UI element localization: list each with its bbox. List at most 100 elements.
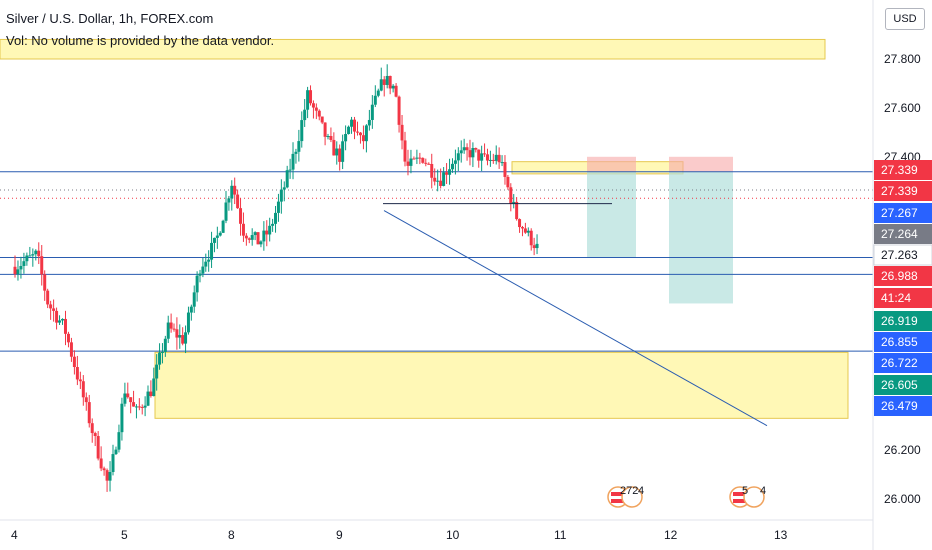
candle-body <box>397 96 401 125</box>
candle <box>332 132 336 156</box>
candle <box>477 149 481 168</box>
candle-body <box>439 180 443 186</box>
candle-body <box>276 201 280 213</box>
flag-stripe <box>733 499 747 503</box>
candle <box>433 168 437 186</box>
candle <box>376 88 380 98</box>
candle <box>175 317 179 350</box>
candle-body <box>448 169 452 175</box>
candles <box>13 64 539 492</box>
candle <box>309 85 313 106</box>
x-tick-label: 4 <box>11 528 18 542</box>
candle-body <box>515 201 519 220</box>
candle <box>143 396 147 417</box>
candle-body <box>69 342 73 357</box>
position-risk-0 <box>587 156 636 172</box>
candle-body <box>335 148 339 156</box>
price-badge-2: 27.267 <box>874 203 932 223</box>
candle <box>132 390 136 407</box>
candle-body <box>450 163 454 170</box>
candle-body <box>189 306 193 313</box>
candle <box>415 149 419 164</box>
candle <box>294 148 298 164</box>
candle <box>31 248 35 267</box>
candle-body <box>37 250 41 257</box>
candle-body <box>166 322 170 339</box>
candle-body <box>230 185 234 199</box>
candle-body <box>385 75 389 85</box>
candle-body <box>491 159 495 161</box>
candle-body <box>34 250 38 255</box>
badge-label: 27.263 <box>881 248 918 262</box>
candle-body <box>271 223 275 226</box>
candle-body <box>210 242 214 260</box>
candle <box>102 466 106 476</box>
currency-button[interactable]: USD <box>885 8 925 30</box>
candle-body <box>265 230 269 235</box>
candle <box>105 468 109 492</box>
candle <box>227 195 231 211</box>
candle-body <box>132 402 136 407</box>
candle-body <box>394 85 398 97</box>
candle <box>262 221 266 251</box>
candle <box>210 231 214 268</box>
candle-body <box>28 255 32 257</box>
candle <box>418 152 422 165</box>
x-tick-label: 5 <box>121 528 128 542</box>
candle-body <box>462 147 466 151</box>
price-badge-9: 26.722 <box>874 353 932 373</box>
candle <box>297 129 301 162</box>
badge-label: 27.339 <box>881 184 918 198</box>
candle-body <box>406 161 410 166</box>
candle-body <box>78 379 82 382</box>
y-tick-label: 26.000 <box>884 492 921 506</box>
zone-0 <box>0 38 826 60</box>
candle <box>442 167 446 187</box>
candle <box>149 380 153 398</box>
candle <box>259 240 263 248</box>
candle-body <box>309 90 313 104</box>
event-marker-0: 272 4 <box>607 485 644 508</box>
candle-body <box>306 90 310 110</box>
price-badge-7: 26.919 <box>874 311 932 331</box>
candle <box>491 153 495 164</box>
candle-body <box>155 364 159 379</box>
price-badge-3: 27.264 <box>874 224 932 244</box>
candle <box>347 125 351 135</box>
candle <box>529 228 533 251</box>
badge-bg <box>874 288 932 308</box>
candle-body <box>421 158 425 163</box>
candle <box>373 85 377 108</box>
candle-body <box>303 109 307 121</box>
candle-body <box>391 85 395 89</box>
candle-body <box>474 148 478 150</box>
candle <box>500 155 504 167</box>
candle <box>19 256 23 279</box>
x-tick-label: 10 <box>446 528 460 542</box>
zone-1 <box>154 351 849 419</box>
candle <box>403 131 407 167</box>
candle-body <box>253 232 257 236</box>
candle-body <box>297 141 301 152</box>
badge-bg <box>874 203 932 223</box>
candle-body <box>477 149 481 161</box>
candle-body <box>497 154 501 163</box>
candle-body <box>233 185 237 195</box>
candle-body <box>430 164 434 178</box>
candle <box>178 324 182 349</box>
candle <box>61 318 65 325</box>
price-badge-4: 27.263 <box>873 244 932 266</box>
candle-body <box>105 470 109 481</box>
candle-body <box>55 310 59 323</box>
candle <box>186 306 190 335</box>
candle-body <box>518 219 522 228</box>
candle-body <box>427 163 431 165</box>
candle <box>108 461 112 492</box>
candle-body <box>433 177 437 182</box>
economic-events: 272 4 5 4 <box>607 485 766 508</box>
candle-body <box>326 136 330 138</box>
candle <box>379 67 383 92</box>
candle-body <box>520 227 524 229</box>
candle-body <box>403 140 407 162</box>
